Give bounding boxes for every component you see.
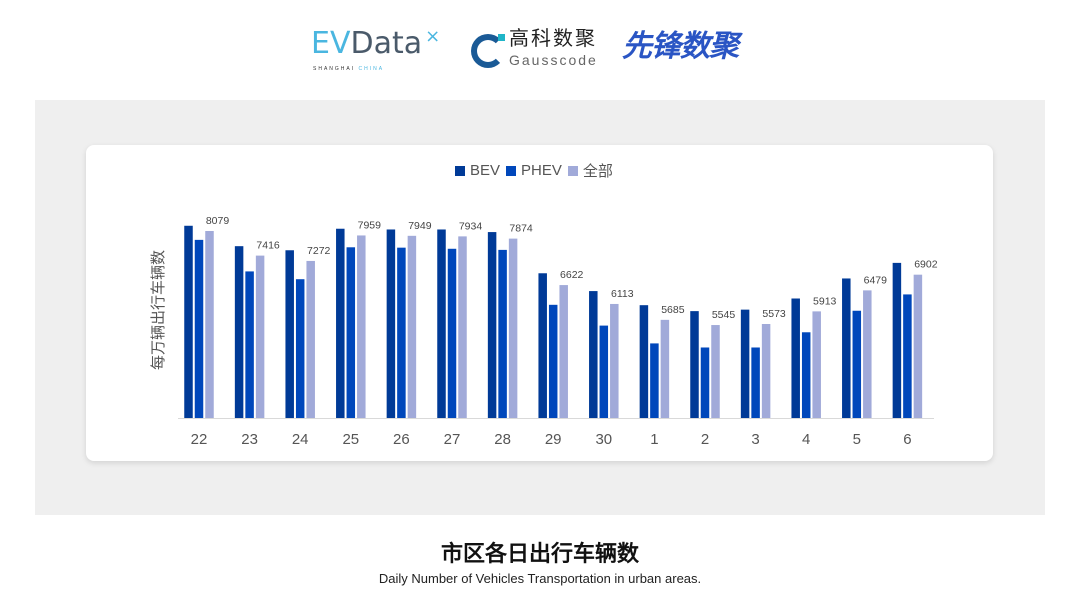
x-tick-label: 27 <box>444 431 461 448</box>
x-tick-label: 4 <box>802 431 810 448</box>
bar-全部-25 <box>357 235 366 418</box>
x-tick-label: 5 <box>853 431 861 448</box>
data-label: 5573 <box>762 308 786 320</box>
bar-全部-27 <box>458 236 467 418</box>
bar-PHEV-25 <box>346 247 356 418</box>
bar-BEV-29 <box>538 273 547 418</box>
bar-PHEV-1 <box>650 343 659 418</box>
data-label: 7874 <box>509 223 533 235</box>
bar-PHEV-6 <box>903 294 912 418</box>
bar-PHEV-4 <box>801 332 811 418</box>
bar-BEV-5 <box>842 278 851 418</box>
bar-全部-30 <box>610 303 619 418</box>
legend-item-phev: PHEV <box>506 162 562 179</box>
data-label: 7959 <box>358 219 382 231</box>
x-tick-label: 2 <box>701 431 709 448</box>
caption-subtitle: Daily Number of Vehicles Transportation … <box>378 571 702 586</box>
bar-BEV-2 <box>690 311 699 418</box>
bar-全部-23 <box>255 255 265 418</box>
legend-swatch <box>455 165 465 176</box>
bar-全部-2 <box>711 325 720 418</box>
bar-全部-26 <box>407 235 417 418</box>
bar-全部-1 <box>660 319 670 418</box>
bar-全部-22 <box>205 231 214 418</box>
data-label: 6902 <box>914 259 938 271</box>
bar-PHEV-24 <box>295 279 305 418</box>
bar-BEV-4 <box>791 298 800 418</box>
bar-BEV-6 <box>892 262 902 418</box>
data-label: 5685 <box>661 304 685 316</box>
data-label: 6113 <box>611 288 634 300</box>
data-label: 7416 <box>256 240 280 252</box>
x-tick-label: 23 <box>241 431 258 448</box>
bar-BEV-3 <box>740 309 750 418</box>
x-tick-label: 3 <box>751 431 759 448</box>
bar-全部-28 <box>508 238 518 418</box>
x-tick-label: 22 <box>191 431 208 448</box>
bar-PHEV-5 <box>852 310 862 418</box>
x-tick-label: 6 <box>903 431 911 448</box>
gausscode-logo-cn: 高科数聚 <box>509 26 597 50</box>
gausscode-logo-icon <box>471 34 505 68</box>
bar-PHEV-26 <box>397 247 406 418</box>
bar-PHEV-30 <box>599 325 609 418</box>
bar-PHEV-28 <box>498 249 507 418</box>
bar-PHEV-22 <box>194 239 204 418</box>
bar-BEV-1 <box>639 305 649 418</box>
bar-BEV-28 <box>487 232 497 418</box>
bar-全部-3 <box>761 323 771 418</box>
x-tick-label: 30 <box>595 431 612 448</box>
legend-swatch <box>567 165 578 176</box>
legend-item-all: 全部 <box>567 160 613 181</box>
bar-BEV-26 <box>386 229 396 418</box>
bar-PHEV-27 <box>447 248 457 418</box>
x-tick-label: 24 <box>292 431 309 448</box>
x-tick-label: 29 <box>545 431 562 448</box>
x-tick-label: 1 <box>650 431 658 448</box>
bar-全部-6 <box>913 274 923 418</box>
legend-swatch <box>506 165 517 176</box>
bar-全部-29 <box>559 285 568 418</box>
y-axis-label: 每万辆出行车辆数 <box>149 250 167 370</box>
bar-PHEV-29 <box>548 304 558 418</box>
bar-BEV-27 <box>437 229 446 418</box>
data-label: 7949 <box>408 220 432 232</box>
xianfeng-logo: 先锋数聚 <box>622 29 739 64</box>
bar-BEV-25 <box>336 228 345 418</box>
legend-item-bev: BEV <box>455 162 500 179</box>
bar-PHEV-23 <box>245 271 254 418</box>
bar-全部-24 <box>306 260 315 418</box>
bar-BEV-23 <box>234 246 244 418</box>
bar-BEV-30 <box>589 291 598 418</box>
data-label: 6479 <box>864 274 888 286</box>
gausscode-logo-en: Gausscode <box>509 52 598 68</box>
evdata-logo: EVData × <box>311 26 441 61</box>
bar-全部-5 <box>863 290 872 418</box>
x-tick-label: 28 <box>494 431 511 448</box>
bar-PHEV-2 <box>700 347 710 418</box>
bar-BEV-24 <box>285 250 294 418</box>
data-label: 5545 <box>712 309 736 321</box>
x-tick-label: 25 <box>342 431 359 448</box>
bar-全部-4 <box>812 311 821 418</box>
data-label: 7272 <box>307 245 331 257</box>
data-label: 8079 <box>206 215 230 227</box>
logo-bar: EVData × SHANGHAI CHINA 高科数聚 Gausscode 先锋… <box>0 24 1080 74</box>
legend: BEV PHEV 全部 <box>455 160 613 181</box>
x-tick-label: 26 <box>393 431 410 448</box>
caption-title: 市区各日出行车辆数 <box>440 542 639 567</box>
data-label: 5913 <box>813 295 837 307</box>
bar-BEV-22 <box>184 225 193 418</box>
data-label: 6622 <box>560 269 584 281</box>
data-label: 7934 <box>459 220 483 232</box>
evdata-logo-subtitle: SHANGHAI CHINA <box>313 66 385 72</box>
bar-PHEV-3 <box>751 347 760 418</box>
